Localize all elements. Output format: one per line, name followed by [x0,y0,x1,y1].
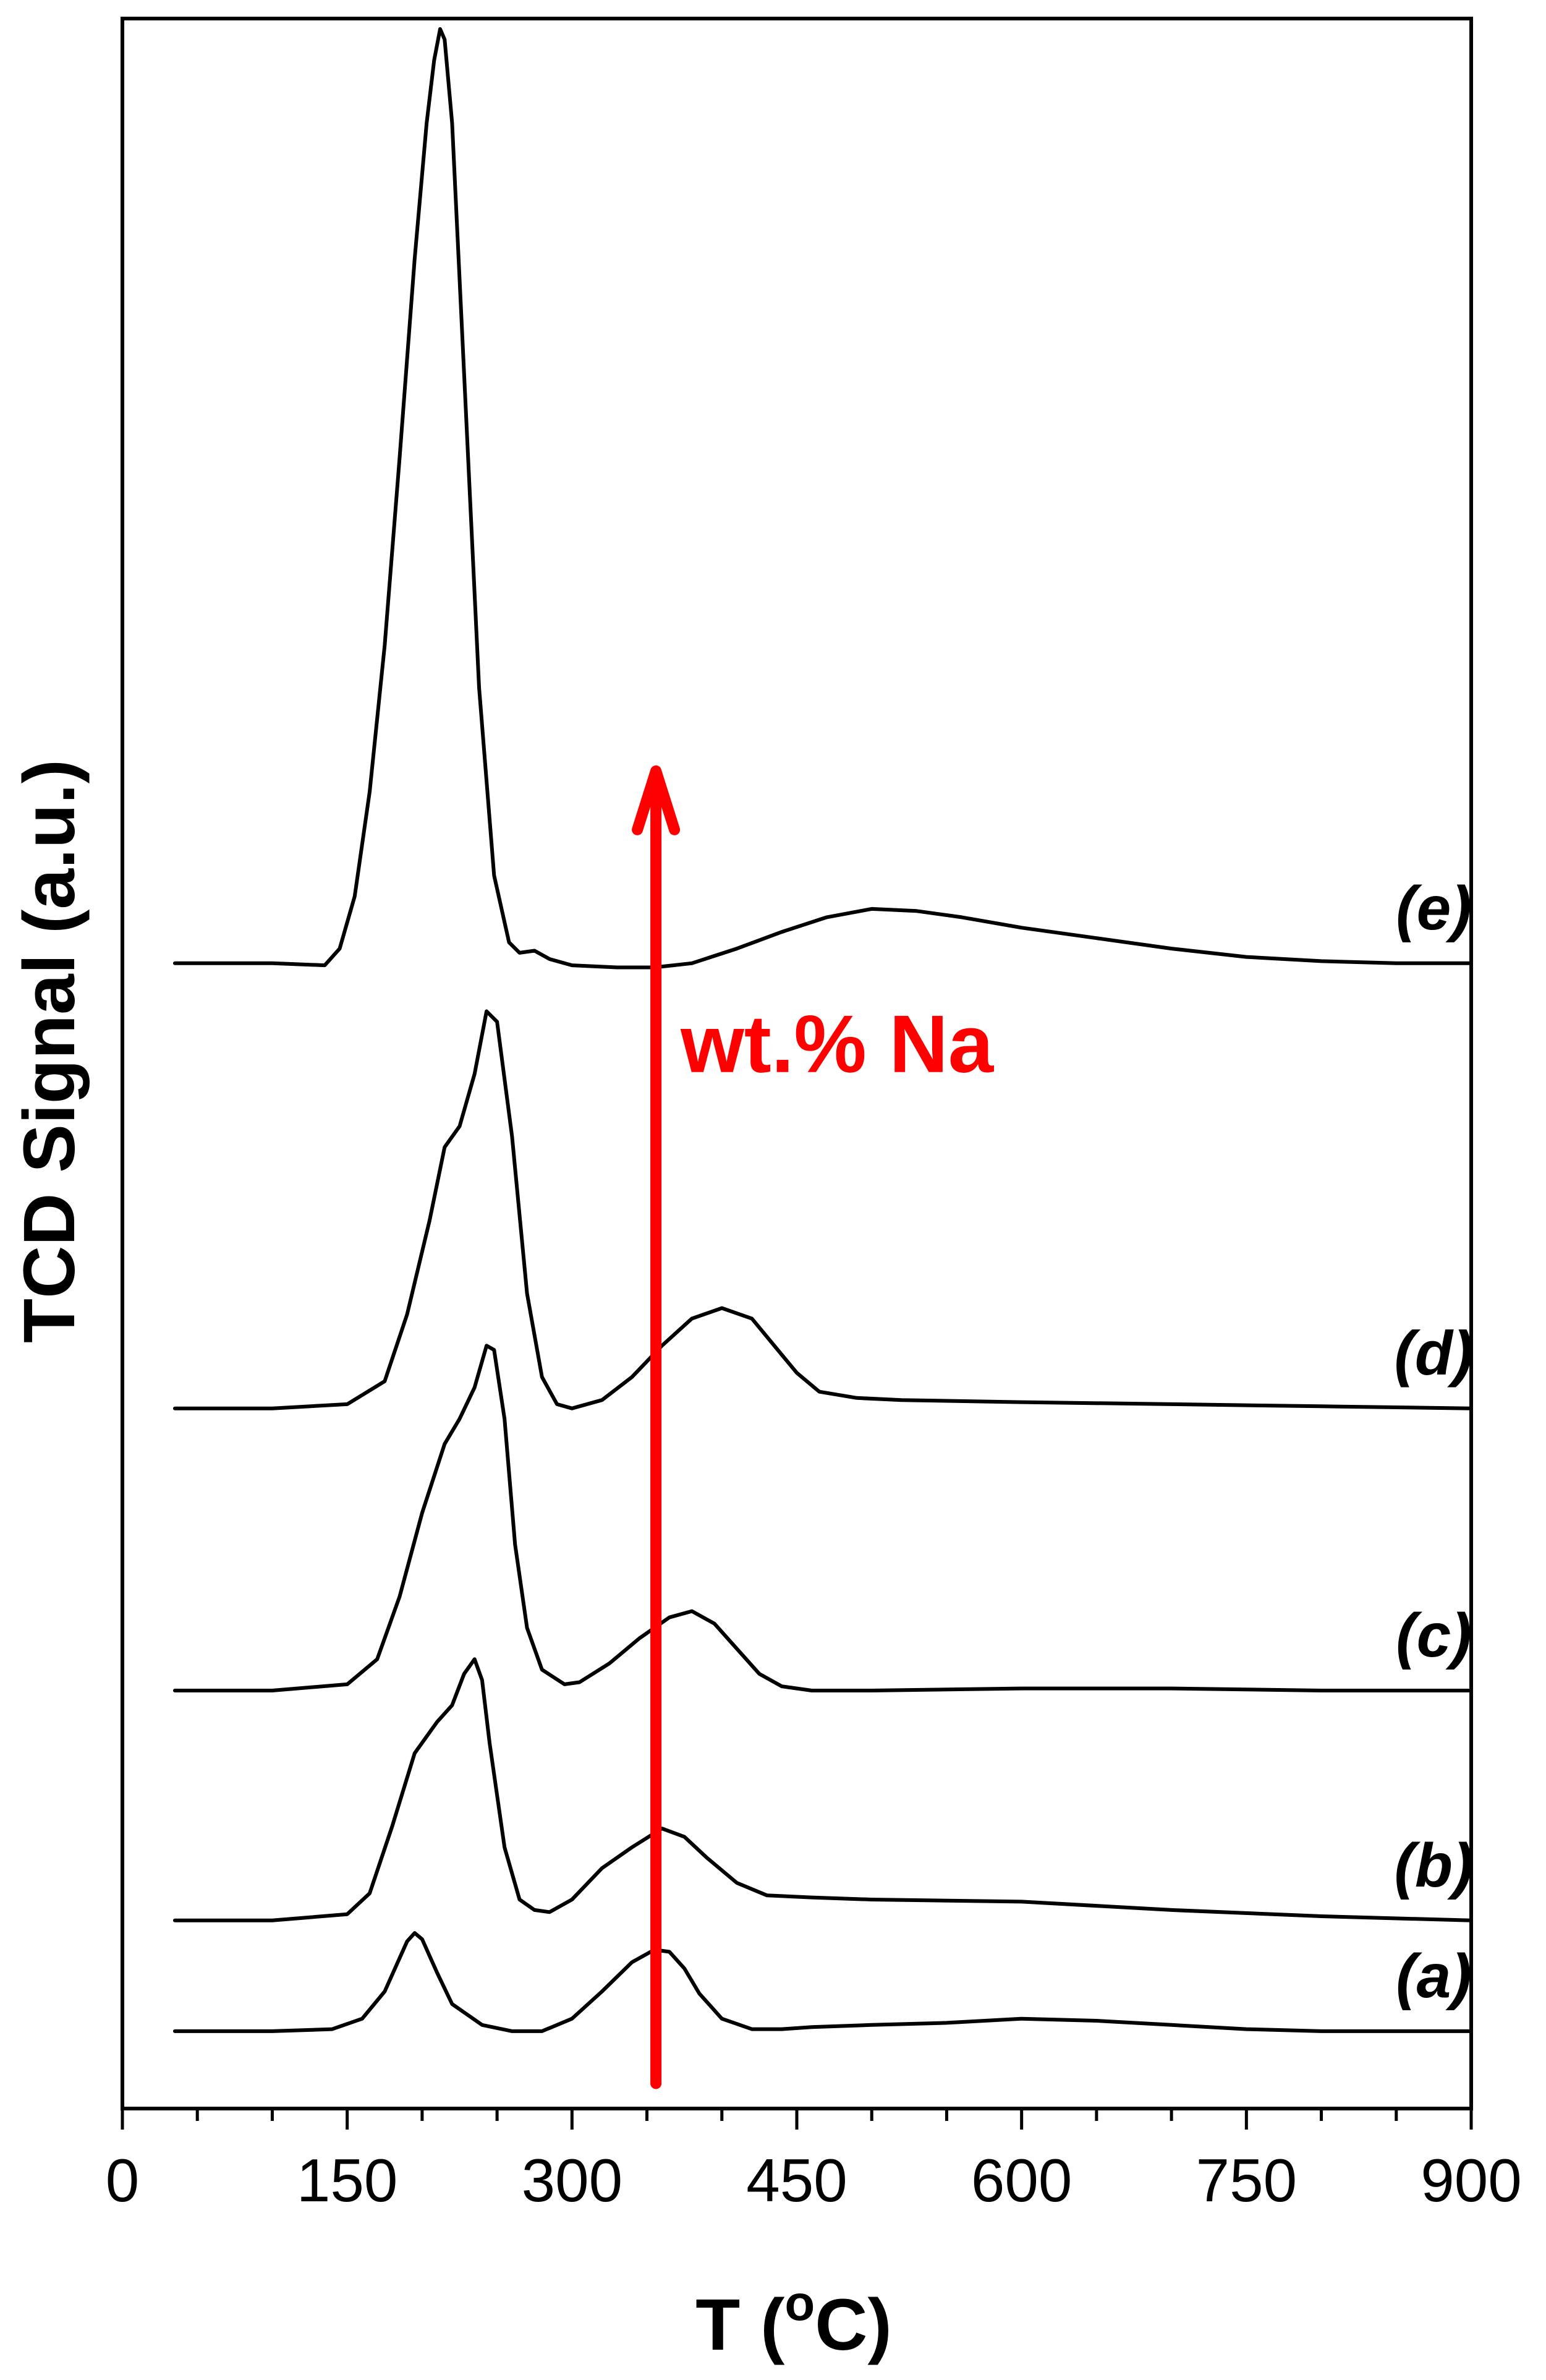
series-label-a: (a) [1396,1942,1471,2011]
x-tick-label: 150 [297,2146,398,2214]
y-axis-title: TCD Signal (a.u.) [9,759,90,1343]
series-labels: (a) (b) (c) (d) (e) [1395,874,1474,2011]
series-line-e [172,27,1473,970]
annotation-label: wt.% Na [680,999,995,1090]
x-tick-label: 450 [746,2146,847,2214]
series-line-d [172,1009,1473,1410]
series-label-b: (b) [1395,1831,1474,1900]
x-tick-label: 0 [106,2146,140,2214]
x-axis-title: T (oC) [695,2276,892,2366]
series-label-c: (c) [1396,1601,1471,1670]
x-axis: 0 150 300 450 600 750 900 [106,2109,1522,2214]
arrow-head [632,765,681,835]
series-label-e: (e) [1396,874,1471,943]
x-tick-label: 750 [1196,2146,1298,2214]
series-label-d: (d) [1395,1319,1474,1388]
annotation: wt.% Na [632,765,995,2089]
x-tick-label: 900 [1421,2146,1522,2214]
series-layer [172,27,1473,2033]
x-tick-label: 300 [522,2146,623,2214]
series-line-a [172,1931,1473,2033]
series-line-b [172,1657,1473,1922]
series-line-c [172,1344,1473,1692]
x-tick-label: 600 [971,2146,1072,2214]
